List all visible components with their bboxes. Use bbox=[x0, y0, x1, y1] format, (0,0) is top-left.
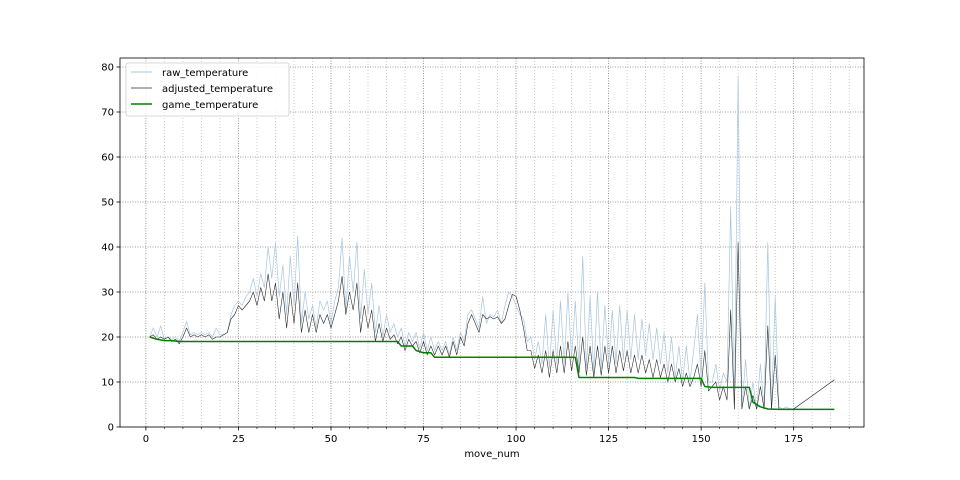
y-tick-label: 80 bbox=[101, 63, 114, 74]
legend-label-adjusted-temperature: adjusted_temperature bbox=[162, 84, 273, 95]
legend-box bbox=[125, 62, 290, 117]
series-line-raw-temperature bbox=[149, 75, 835, 410]
y-tick-label: 30 bbox=[101, 288, 114, 299]
y-tick-label: 40 bbox=[101, 243, 114, 254]
y-tick-label: 60 bbox=[101, 153, 114, 164]
legend-label-game-temperature: game_temperature bbox=[162, 100, 258, 111]
x-tick-label: 100 bbox=[507, 434, 526, 445]
legend: raw_temperature adjusted_temperature gam… bbox=[125, 62, 290, 117]
x-tick-label: 50 bbox=[325, 434, 338, 445]
y-tick-label: 20 bbox=[101, 333, 114, 344]
legend-label-raw-temperature: raw_temperature bbox=[162, 68, 248, 79]
x-tick-label: 175 bbox=[784, 434, 803, 445]
axis-ticks: 0 25 50 75 100 125 150 175 0 10 20 30 40 50 60 70 80 bbox=[101, 63, 850, 445]
series-lines bbox=[149, 75, 835, 411]
series-line-adjusted-temperature bbox=[149, 242, 835, 410]
x-tick-label: 25 bbox=[232, 434, 245, 445]
x-tick-label: 125 bbox=[599, 434, 618, 445]
x-tick-label: 0 bbox=[143, 434, 149, 445]
x-axis-label: move_num bbox=[464, 449, 519, 460]
y-tick-label: 70 bbox=[101, 108, 114, 119]
series-line-game-temperature bbox=[149, 336, 835, 411]
plot-area-frame bbox=[119, 57, 865, 428]
y-tick-label: 50 bbox=[101, 198, 114, 209]
x-tick-label: 150 bbox=[692, 434, 711, 445]
y-tick-label: 0 bbox=[108, 423, 114, 434]
y-tick-label: 10 bbox=[101, 378, 114, 389]
x-tick-label: 75 bbox=[417, 434, 430, 445]
